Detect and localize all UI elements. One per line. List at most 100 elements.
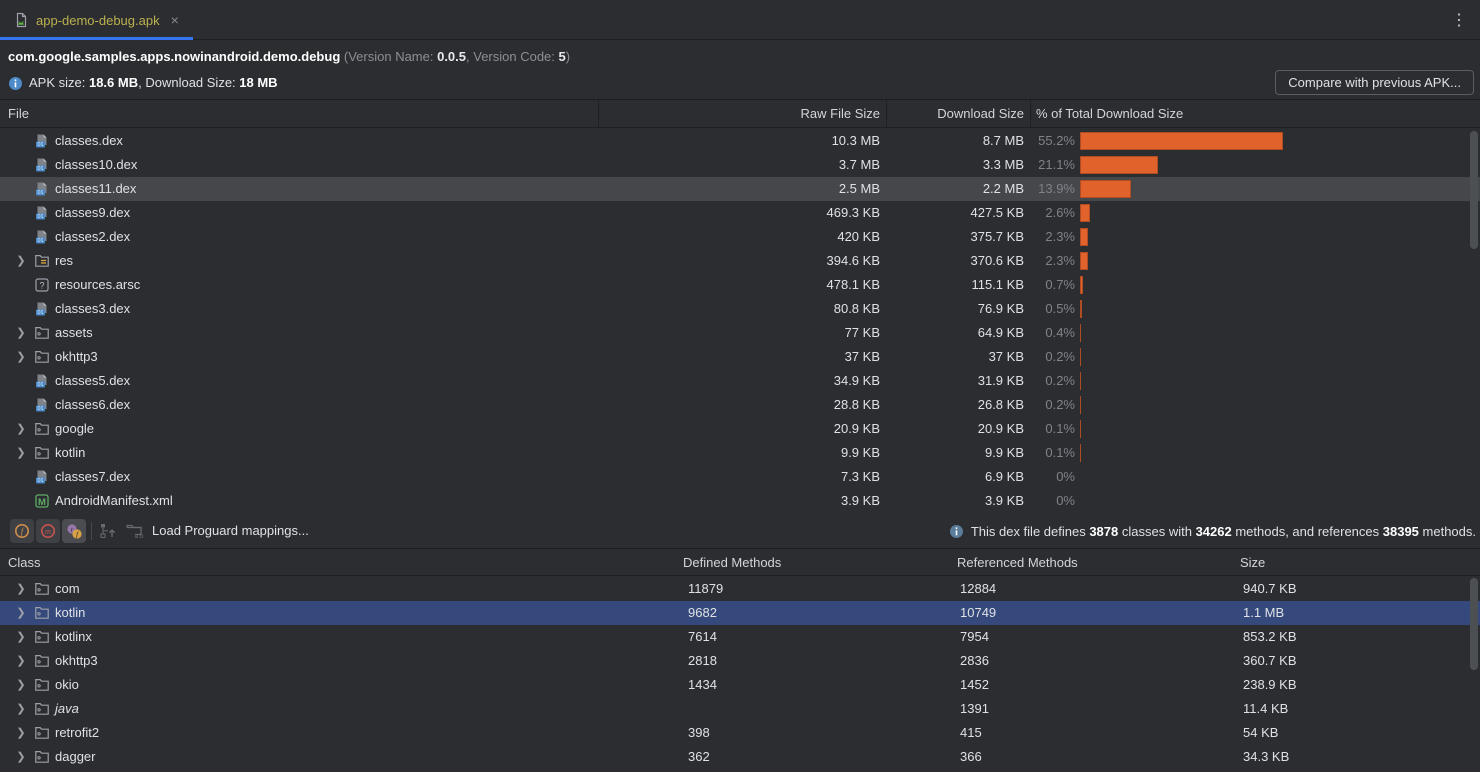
load-proguard-mappings-button[interactable]: Load Proguard mappings... bbox=[152, 523, 309, 538]
toolbar-divider bbox=[91, 522, 92, 540]
folder-icon bbox=[34, 445, 50, 461]
column-percent[interactable]: % of Total Download Size bbox=[1036, 106, 1184, 121]
percent-value: 0.2% bbox=[1045, 397, 1075, 412]
dex-toolbar: f m r f bbox=[0, 513, 1480, 549]
show-referenced-toggle[interactable]: r f bbox=[62, 519, 86, 543]
file-row[interactable]: ? resources.arsc 478.1 KB 115.1 KB 0.7% bbox=[0, 273, 1480, 297]
chevron-right-icon[interactable]: ❯ bbox=[16, 351, 26, 363]
file-row[interactable]: 01 classes7.dex 7.3 KB 6.9 KB 0% bbox=[0, 465, 1480, 489]
download-size-value: 76.9 KB bbox=[977, 301, 1024, 316]
file-row[interactable]: 01 classes5.dex 34.9 KB 31.9 KB 0.2% bbox=[0, 369, 1480, 393]
percent-value: 0.5% bbox=[1045, 301, 1075, 316]
defined-methods-value: 398 bbox=[688, 725, 710, 740]
chevron-right-icon[interactable]: ❯ bbox=[16, 447, 26, 459]
file-row[interactable]: ❯ google 20.9 KB 20.9 KB 0.1% bbox=[0, 417, 1480, 441]
file-row[interactable]: ❯ kotlin 9.9 KB 9.9 KB 0.1% bbox=[0, 441, 1480, 465]
file-row[interactable]: 01 classes3.dex 80.8 KB 76.9 KB 0.5% bbox=[0, 297, 1480, 321]
chevron-right-icon[interactable]: ❯ bbox=[16, 703, 26, 715]
dex-file-icon: 01 bbox=[34, 133, 50, 149]
column-file[interactable]: File bbox=[8, 106, 29, 121]
chevron-right-icon[interactable]: ❯ bbox=[16, 583, 26, 595]
file-table-scrollbar[interactable] bbox=[1470, 131, 1478, 249]
apk-file-icon bbox=[13, 12, 29, 28]
column-raw-size[interactable]: Raw File Size bbox=[800, 106, 880, 121]
size-value: 34.3 KB bbox=[1243, 749, 1290, 764]
class-table-header: Class Defined Methods Referenced Methods… bbox=[0, 549, 1480, 576]
file-row[interactable]: 01 classes11.dex 2.5 MB 2.2 MB 13.9% bbox=[0, 177, 1480, 201]
class-row[interactable]: ❯ com 11879 12884 940.7 KB bbox=[0, 577, 1480, 601]
file-row[interactable]: 01 classes6.dex 28.8 KB 26.8 KB 0.2% bbox=[0, 393, 1480, 417]
referenced-methods-value: 1452 bbox=[960, 677, 989, 692]
flatten-packages-icon[interactable]: a.b bbox=[126, 523, 144, 542]
column-divider bbox=[1030, 100, 1031, 128]
chevron-right-icon[interactable]: ❯ bbox=[16, 727, 26, 739]
chevron-right-icon[interactable]: ❯ bbox=[16, 655, 26, 667]
file-row[interactable]: 01 classes9.dex 469.3 KB 427.5 KB 2.6% bbox=[0, 201, 1480, 225]
dex-file-icon: 01 bbox=[34, 397, 50, 413]
column-divider bbox=[886, 100, 887, 128]
chevron-right-icon[interactable]: ❯ bbox=[16, 607, 26, 619]
expand-tree-icon[interactable] bbox=[100, 523, 117, 542]
svg-text:M: M bbox=[38, 497, 46, 508]
dex-file-icon: 01 bbox=[34, 205, 50, 221]
file-row[interactable]: ❯ res 394.6 KB 370.6 KB 2.3% bbox=[0, 249, 1480, 273]
tab-close-icon[interactable]: × bbox=[170, 12, 179, 28]
class-row[interactable]: ❯ okhttp3 2818 2836 360.7 KB bbox=[0, 649, 1480, 673]
column-download-size[interactable]: Download Size bbox=[937, 106, 1024, 121]
file-row[interactable]: 01 classes2.dex 420 KB 375.7 KB 2.3% bbox=[0, 225, 1480, 249]
package-name: okhttp3 bbox=[55, 653, 98, 668]
package-name: kotlinx bbox=[55, 629, 92, 644]
show-fields-toggle[interactable]: f bbox=[10, 519, 34, 543]
download-size-value: 115.1 KB bbox=[971, 277, 1024, 292]
file-row[interactable]: M AndroidManifest.xml 3.9 KB 3.9 KB 0% bbox=[0, 489, 1480, 513]
package-name: com.google.samples.apps.nowinandroid.dem… bbox=[8, 49, 341, 64]
column-class[interactable]: Class bbox=[8, 555, 41, 570]
class-row[interactable]: ❯ retrofit2 398 415 54 KB bbox=[0, 721, 1480, 745]
dex-file-icon: 01 bbox=[34, 181, 50, 197]
chevron-right-icon[interactable]: ❯ bbox=[16, 751, 26, 763]
class-table-scrollbar[interactable] bbox=[1470, 578, 1478, 670]
defined-methods-value: 9682 bbox=[688, 605, 717, 620]
raw-size-value: 37 KB bbox=[844, 349, 880, 364]
chevron-right-icon[interactable]: ❯ bbox=[16, 327, 26, 339]
svg-text:01: 01 bbox=[37, 406, 43, 412]
download-percent-bar bbox=[1080, 324, 1082, 342]
class-row[interactable]: ❯ java 1391 11.4 KB bbox=[0, 697, 1480, 721]
column-defined-methods[interactable]: Defined Methods bbox=[683, 555, 782, 570]
chevron-right-icon[interactable]: ❯ bbox=[16, 255, 26, 267]
raw-size-value: 80.8 KB bbox=[833, 301, 880, 316]
file-name: classes11.dex bbox=[55, 181, 137, 196]
tab-apk-file[interactable]: app-demo-debug.apk × bbox=[0, 0, 193, 40]
dex-file-icon: 01 bbox=[34, 229, 50, 245]
chevron-right-icon[interactable]: ❯ bbox=[16, 679, 26, 691]
file-row[interactable]: ❯ okhttp3 37 KB 37 KB 0.2% bbox=[0, 345, 1480, 369]
class-row[interactable]: ❯ okio 1434 1452 238.9 KB bbox=[0, 673, 1480, 697]
file-name: res bbox=[55, 253, 74, 268]
svg-text:a.b: a.b bbox=[135, 533, 144, 539]
file-row[interactable]: 01 classes.dex 10.3 MB 8.7 MB 55.2% bbox=[0, 129, 1480, 153]
percent-value: 0.1% bbox=[1045, 421, 1075, 436]
file-row[interactable]: 01 classes10.dex 3.7 MB 3.3 MB 21.1% bbox=[0, 153, 1480, 177]
referenced-methods-value: 415 bbox=[960, 725, 982, 740]
file-name: classes9.dex bbox=[55, 205, 131, 220]
download-size-value: 9.9 KB bbox=[984, 445, 1024, 460]
dex-file-icon: 01 bbox=[34, 301, 50, 317]
percent-value: 0.2% bbox=[1045, 349, 1075, 364]
class-row[interactable]: ❯ kotlin 9682 10749 1.1 MB bbox=[0, 601, 1480, 625]
raw-size-value: 420 KB bbox=[837, 229, 880, 244]
show-methods-toggle[interactable]: m bbox=[36, 519, 60, 543]
chevron-right-icon[interactable]: ❯ bbox=[16, 423, 26, 435]
class-row[interactable]: ❯ kotlinx 7614 7954 853.2 KB bbox=[0, 625, 1480, 649]
class-row[interactable]: ❯ dagger 362 366 34.3 KB bbox=[0, 745, 1480, 769]
kebab-menu-icon[interactable]: ⋮ bbox=[1451, 12, 1467, 29]
defined-methods-value: 2818 bbox=[688, 653, 717, 668]
compare-apk-button[interactable]: Compare with previous APK... bbox=[1275, 70, 1474, 95]
package-line: com.google.samples.apps.nowinandroid.dem… bbox=[8, 49, 571, 64]
file-row[interactable]: ❯ assets 77 KB 64.9 KB 0.4% bbox=[0, 321, 1480, 345]
column-size[interactable]: Size bbox=[1240, 555, 1266, 570]
chevron-right-icon[interactable]: ❯ bbox=[16, 631, 26, 643]
package-name: dagger bbox=[55, 749, 96, 764]
info-icon bbox=[8, 76, 23, 91]
column-referenced-methods[interactable]: Referenced Methods bbox=[957, 555, 1078, 570]
svg-text:?: ? bbox=[39, 281, 44, 291]
